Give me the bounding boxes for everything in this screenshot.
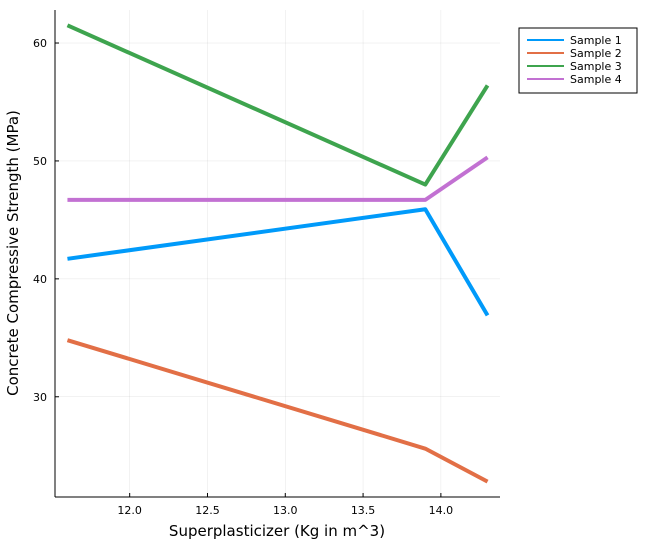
grid bbox=[55, 10, 500, 497]
tick-labels: 12.0 12.5 13.0 13.5 14.0 30 40 50 60 bbox=[33, 37, 453, 517]
series-line-sample-1 bbox=[67, 207, 490, 317]
y-axis-title: Concrete Compressive Strength (MPa) bbox=[4, 110, 22, 396]
x-tick-label: 13.5 bbox=[351, 504, 376, 517]
x-tick-label: 12.5 bbox=[195, 504, 220, 517]
series-line-sample-2 bbox=[66, 338, 489, 484]
axes bbox=[54, 10, 500, 498]
y-tick-label: 50 bbox=[33, 155, 47, 168]
y-tick-label: 30 bbox=[33, 391, 47, 404]
y-tick-label: 40 bbox=[33, 273, 47, 286]
series-line-sample-4 bbox=[67, 155, 489, 202]
y-tick-label: 60 bbox=[33, 37, 47, 50]
x-tick-label: 14.0 bbox=[429, 504, 454, 517]
legend-label-sample-2: Sample 2 bbox=[570, 47, 622, 60]
series-lines bbox=[66, 23, 490, 484]
series-line-sample-3 bbox=[66, 23, 490, 187]
legend-label-sample-3: Sample 3 bbox=[570, 60, 622, 73]
legend-box bbox=[518, 27, 638, 94]
x-tick-label: 13.0 bbox=[273, 504, 298, 517]
x-tick-label: 12.0 bbox=[117, 504, 142, 517]
legend-label-sample-4: Sample 4 bbox=[570, 73, 622, 86]
legend-label-sample-1: Sample 1 bbox=[570, 34, 622, 47]
x-axis-title: Superplasticizer (Kg in m^3) bbox=[169, 522, 385, 540]
